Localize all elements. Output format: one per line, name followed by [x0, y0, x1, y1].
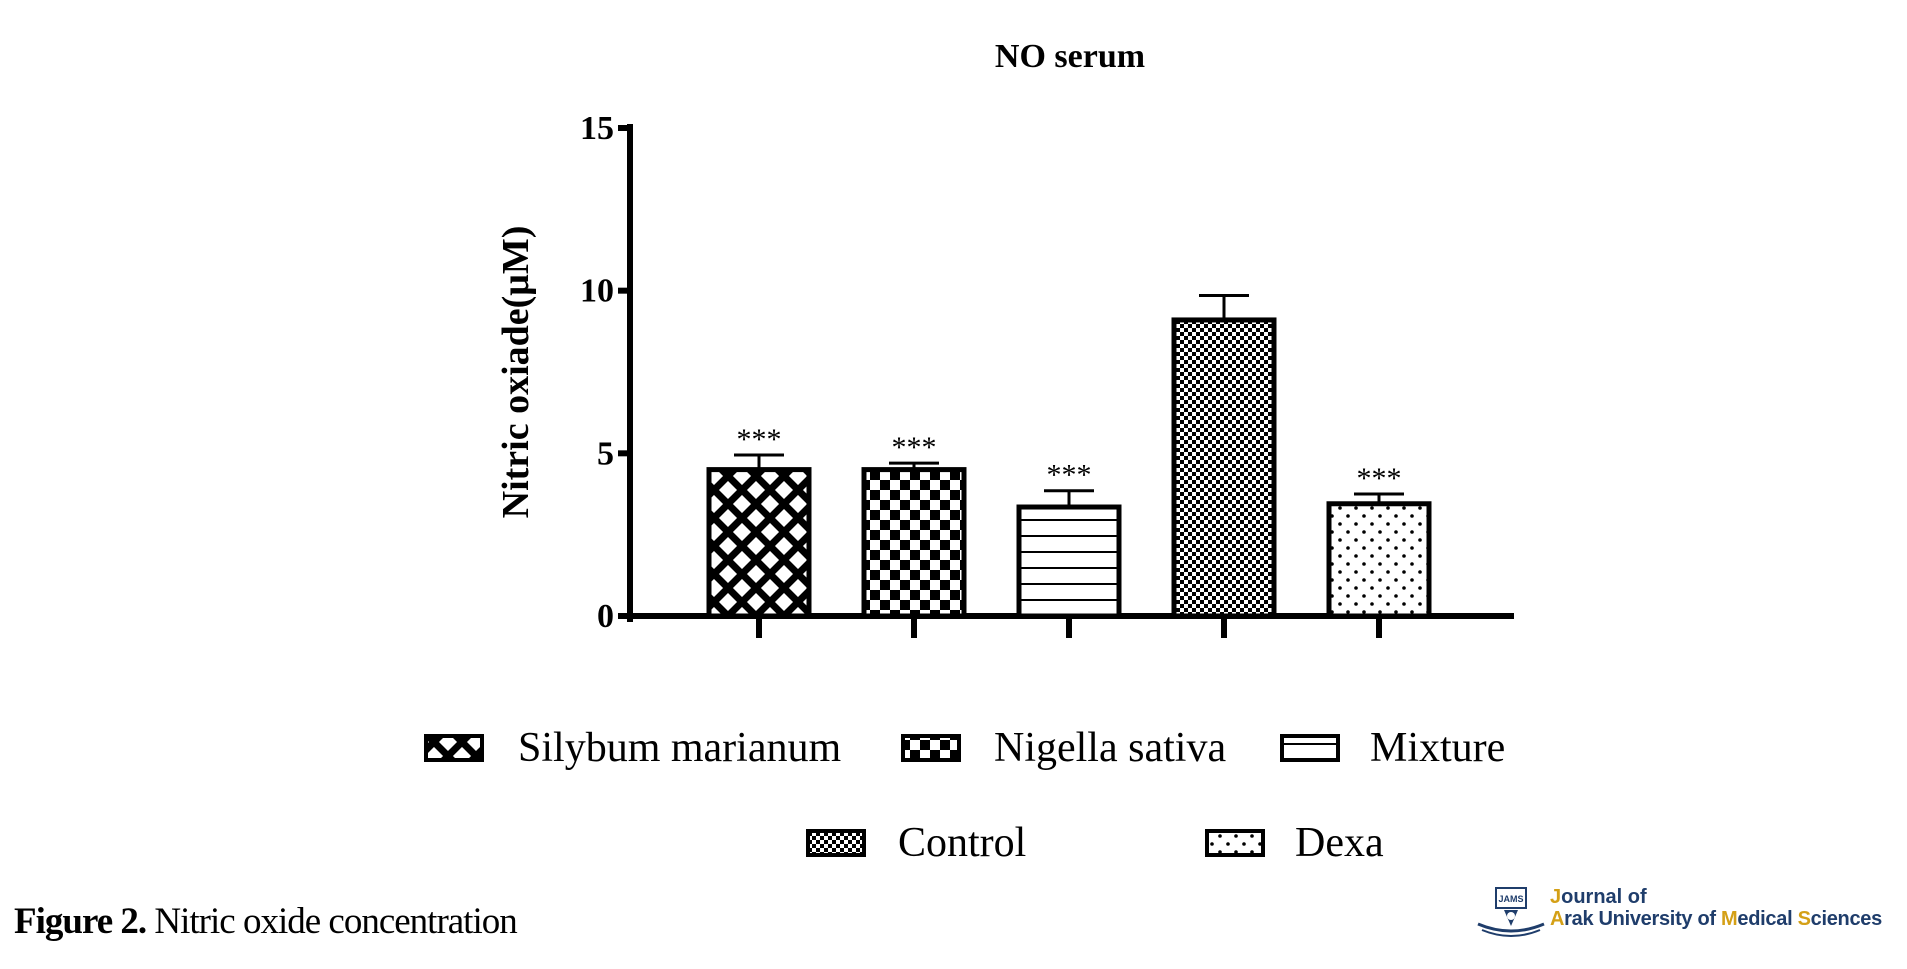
legend-label: Silybum marianum: [518, 725, 841, 771]
figure-caption: Figure 2. Nitric oxide concentration: [14, 900, 518, 943]
logo-line1: ournal of: [1561, 886, 1647, 908]
legend-swatch: [1280, 734, 1340, 762]
journal-emblem-text: JAMS: [1498, 894, 1523, 904]
journal-emblem-icon: JAMS: [1477, 887, 1545, 937]
significance-label: ***: [737, 423, 782, 456]
y-tick-label: 10: [580, 273, 614, 310]
y-tick-label: 15: [580, 110, 614, 147]
legend-swatch: [901, 734, 961, 762]
figure-caption-label: Figure 2.: [14, 901, 147, 942]
x-axis-ticks: [756, 616, 1382, 638]
significance-label: ***: [1357, 462, 1402, 495]
legend-swatch: [424, 734, 484, 762]
y-axis-ticks: 0 5 10 15: [580, 110, 630, 635]
chart-title: NO serum: [995, 38, 1145, 75]
logo-letter-m: M: [1721, 908, 1738, 930]
legend-swatch: [806, 829, 866, 857]
journal-logo: JAMS Journal of Arak University of Medic…: [1474, 880, 1904, 940]
logo-line2-part1: rak University of: [1564, 908, 1722, 930]
legend-label: Nigella sativa: [994, 725, 1226, 771]
legend-label: Mixture: [1370, 725, 1505, 771]
logo-letter-a: A: [1550, 908, 1565, 930]
legend: Silybum marianum Nigella sativa Mixture Con…: [424, 725, 1505, 866]
bar: [706, 467, 812, 619]
legend-label: Control: [898, 820, 1026, 866]
bar: [1016, 504, 1122, 619]
logo-line2-part3: ciences: [1810, 908, 1883, 930]
figure-caption-text: Nitric oxide concentration: [146, 901, 517, 942]
y-tick-label: 0: [597, 598, 614, 635]
bars-group: *** *** *** ***: [706, 294, 1432, 619]
logo-line2-part2: edical: [1737, 908, 1798, 930]
y-axis-label: Nitric oxiade(μM): [495, 226, 537, 519]
legend-label: Dexa: [1295, 820, 1384, 866]
legend-swatch: [1205, 829, 1265, 857]
y-tick-label: 5: [597, 435, 614, 472]
bar: [861, 467, 967, 619]
significance-label: ***: [892, 431, 937, 464]
logo-letter-s: S: [1797, 908, 1811, 930]
logo-letter-j: J: [1550, 886, 1562, 908]
bar: [1171, 317, 1277, 619]
significance-label: ***: [1047, 459, 1092, 492]
bar: [1326, 501, 1432, 619]
